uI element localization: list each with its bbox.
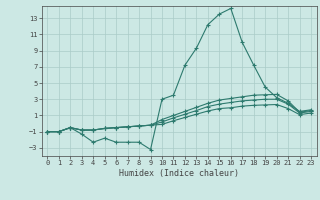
X-axis label: Humidex (Indice chaleur): Humidex (Indice chaleur) <box>119 169 239 178</box>
